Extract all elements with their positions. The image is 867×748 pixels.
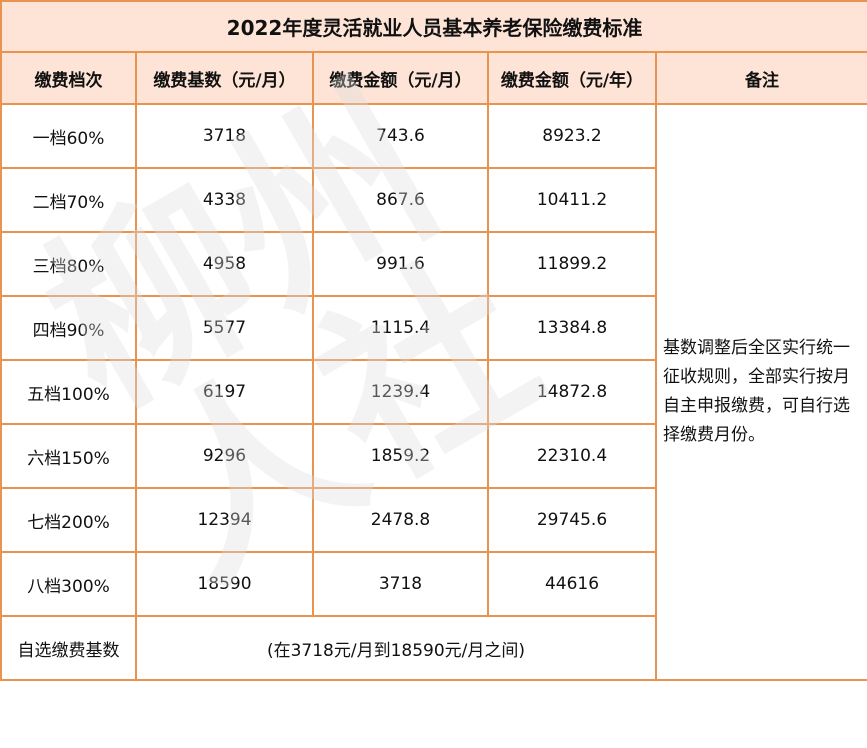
table-row: 六档150% 9296 1859.2 22310.4 <box>0 423 867 489</box>
table-row: 二档70% 4338 867.6 10411.2 <box>0 167 867 233</box>
custom-base-label: 自选缴费基数 <box>0 615 137 681</box>
table-row: 八档300% 18590 3718 44616 <box>0 551 867 617</box>
yearly-cell: 8923.2 <box>487 103 657 169</box>
monthly-cell: 867.6 <box>312 167 489 233</box>
monthly-cell: 2478.8 <box>312 487 489 553</box>
table-row: 三档80% 4958 991.6 11899.2 <box>0 231 867 297</box>
tier-cell: 一档60% <box>0 103 137 169</box>
monthly-cell: 1239.4 <box>312 359 489 425</box>
tier-cell: 六档150% <box>0 423 137 489</box>
base-cell: 6197 <box>135 359 314 425</box>
base-cell: 18590 <box>135 551 314 617</box>
yearly-cell: 44616 <box>487 551 657 617</box>
monthly-cell: 1859.2 <box>312 423 489 489</box>
header-row: 缴费档次 缴费基数（元/月） 缴费金额（元/月） 缴费金额（元/年） 备注 <box>0 51 867 105</box>
base-cell: 4338 <box>135 167 314 233</box>
table-title: 2022年度灵活就业人员基本养老保险缴费标准 <box>0 0 867 53</box>
tier-cell: 二档70% <box>0 167 137 233</box>
header-yearly: 缴费金额（元/年） <box>487 51 657 105</box>
table-row: 四档90% 5577 1115.4 13384.8 <box>0 295 867 361</box>
title-row: 2022年度灵活就业人员基本养老保险缴费标准 <box>0 0 867 53</box>
yearly-cell: 14872.8 <box>487 359 657 425</box>
note-cell: 基数调整后全区实行统一征收规则，全部实行按月自主申报缴费，可自行选择缴费月份。 <box>654 103 867 681</box>
table-row: 七档200% 12394 2478.8 29745.6 <box>0 487 867 553</box>
yearly-cell: 10411.2 <box>487 167 657 233</box>
custom-base-row: 自选缴费基数 (在3718元/月到18590元/月之间) <box>0 615 867 681</box>
monthly-cell: 3718 <box>312 551 489 617</box>
table-row: 一档60% 3718 743.6 8923.2 基数调整后全区实行统一征收规则，… <box>0 103 867 681</box>
contribution-standard-table: 2022年度灵活就业人员基本养老保险缴费标准 缴费档次 缴费基数（元/月） 缴费… <box>0 0 867 681</box>
base-cell: 12394 <box>135 487 314 553</box>
monthly-cell: 743.6 <box>312 103 489 169</box>
yearly-cell: 13384.8 <box>487 295 657 361</box>
custom-base-range: (在3718元/月到18590元/月之间) <box>135 615 657 681</box>
monthly-cell: 1115.4 <box>312 295 489 361</box>
header-monthly: 缴费金额（元/月） <box>312 51 489 105</box>
tier-cell: 四档90% <box>0 295 137 361</box>
tier-cell: 五档100% <box>0 359 137 425</box>
tier-cell: 七档200% <box>0 487 137 553</box>
tier-cell: 八档300% <box>0 551 137 617</box>
yearly-cell: 22310.4 <box>487 423 657 489</box>
base-cell: 3718 <box>135 103 314 169</box>
base-cell: 9296 <box>135 423 314 489</box>
header-note: 备注 <box>654 51 867 105</box>
yearly-cell: 11899.2 <box>487 231 657 297</box>
table-row: 五档100% 6197 1239.4 14872.8 <box>0 359 867 425</box>
yearly-cell: 29745.6 <box>487 487 657 553</box>
base-cell: 4958 <box>135 231 314 297</box>
base-cell: 5577 <box>135 295 314 361</box>
monthly-cell: 991.6 <box>312 231 489 297</box>
header-tier: 缴费档次 <box>0 51 137 105</box>
tier-cell: 三档80% <box>0 231 137 297</box>
header-base: 缴费基数（元/月） <box>135 51 314 105</box>
